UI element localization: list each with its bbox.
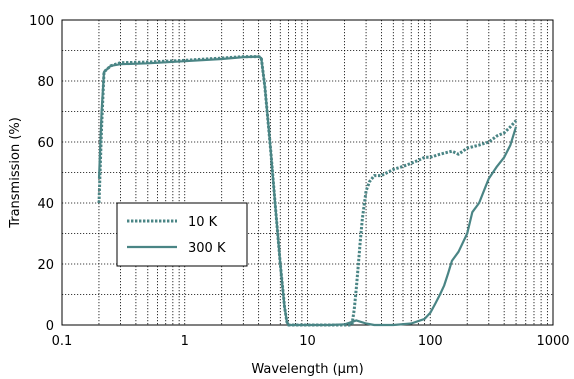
y-tick-label: 0 — [46, 319, 54, 334]
x-tick-label: 100 — [418, 334, 443, 349]
x-axis-title: Wavelength (µm) — [251, 362, 363, 377]
y-tick-label: 100 — [29, 14, 54, 29]
legend-label: 300 K — [188, 241, 226, 256]
axis-ticks: 0.1 1 10 100 1000 0 20 40 60 80 100 — [29, 14, 569, 349]
y-tick-label: 60 — [37, 136, 54, 151]
legend-box — [116, 202, 248, 267]
y-tick-label: 40 — [37, 197, 54, 212]
x-tick-label: 1000 — [536, 334, 569, 349]
series-line-300k — [97, 55, 518, 327]
grid-lines — [62, 20, 553, 325]
series-lines — [97, 55, 518, 327]
y-axis-title: Transmission (%) — [8, 117, 23, 229]
y-tick-label: 80 — [37, 75, 54, 90]
x-tick-label: 1 — [181, 334, 189, 349]
legend-label: 10 K — [188, 215, 218, 230]
y-tick-label: 20 — [37, 258, 54, 273]
x-tick-label: 10 — [299, 334, 316, 349]
x-tick-label: 0.1 — [52, 334, 73, 349]
legend: 10 K 300 K — [116, 202, 248, 267]
